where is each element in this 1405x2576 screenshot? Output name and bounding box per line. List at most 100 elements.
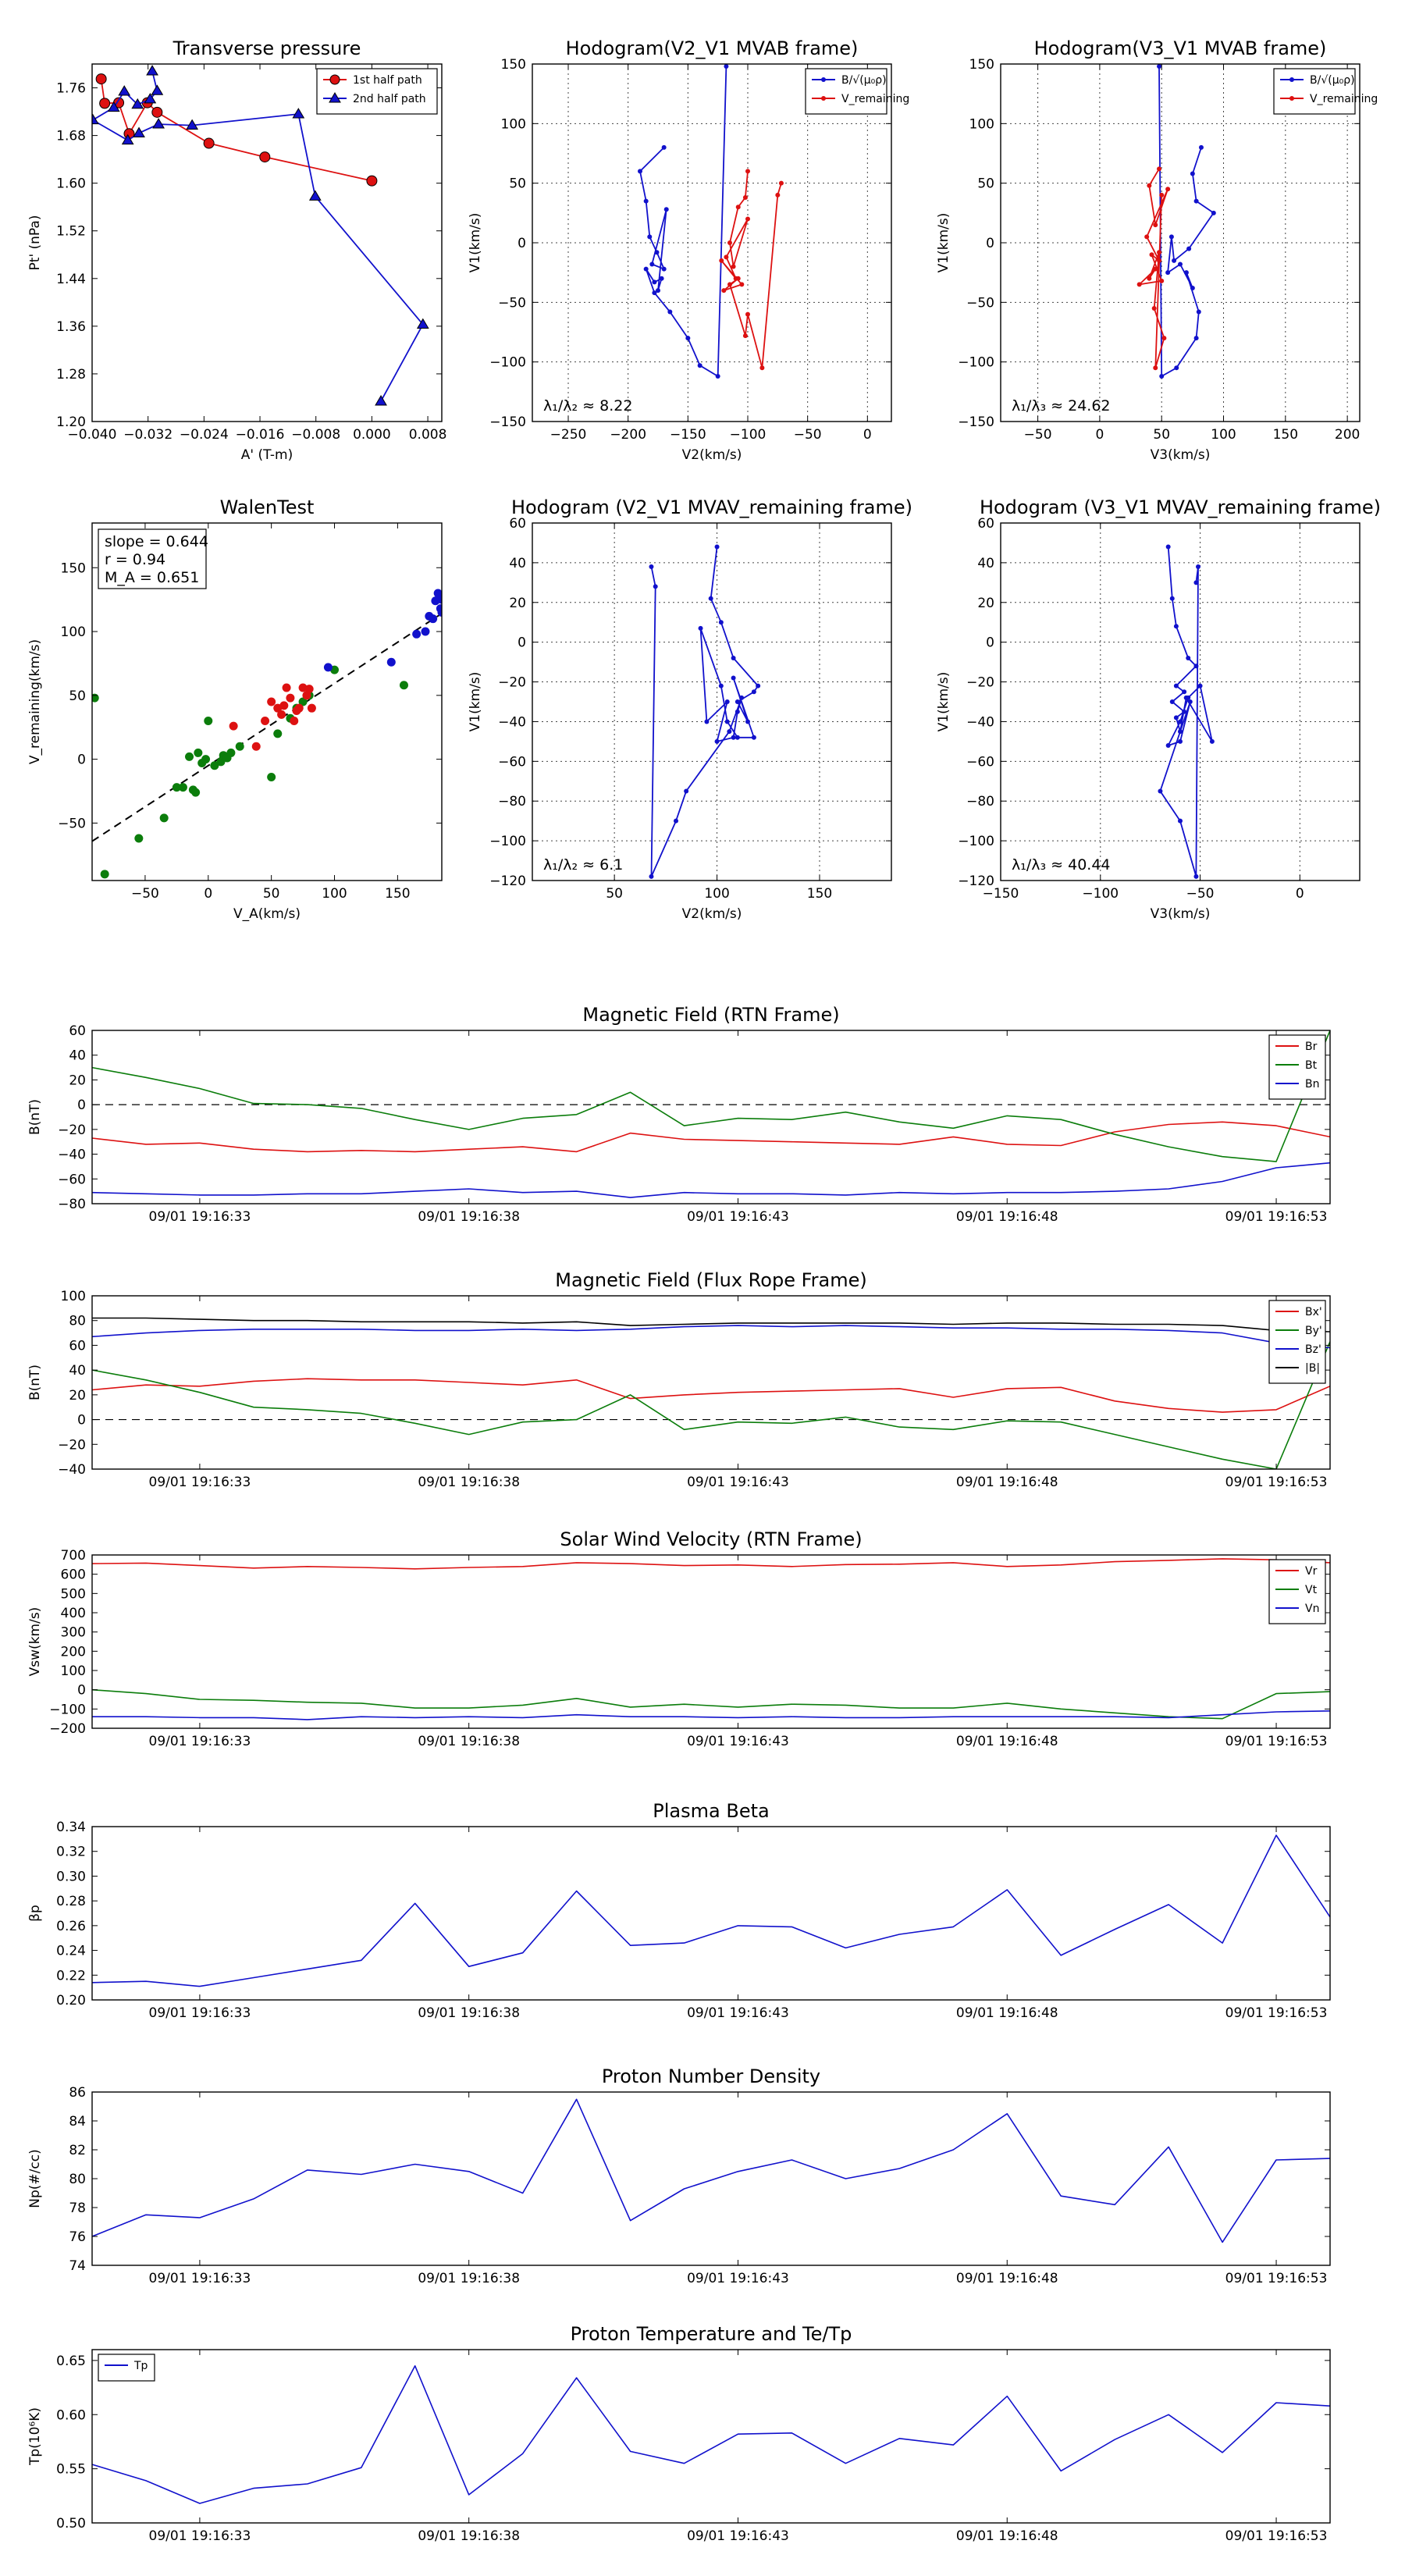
- legend-label: Br: [1305, 1041, 1318, 1053]
- data-point: [756, 683, 761, 688]
- y-tick-label: −40: [966, 714, 994, 730]
- data-point: [1186, 656, 1191, 661]
- y-tick-label: −20: [966, 675, 994, 691]
- data-point: [674, 818, 678, 824]
- legend: Vr Vt Vn: [1268, 1559, 1326, 1624]
- legend-frame: [805, 68, 887, 115]
- data-point: [751, 735, 756, 740]
- legend-label: 1st half path: [353, 74, 422, 87]
- y-tick-label: −100: [958, 355, 994, 371]
- series-line: [92, 1378, 1330, 1413]
- data-point: [663, 207, 669, 212]
- data-point: [745, 719, 750, 724]
- y-tick-label: −60: [58, 1172, 86, 1187]
- x-tick-label: 100: [704, 886, 729, 902]
- legend-label: V_remaining: [1310, 93, 1378, 105]
- data-point: [298, 697, 308, 706]
- y-tick-label: −150: [489, 415, 526, 430]
- legend-label: |B|: [1305, 1362, 1320, 1375]
- y-tick-label: 0.55: [56, 2462, 86, 2478]
- data-point: [654, 250, 660, 255]
- x-tick-label: 09/01 19:16:38: [418, 2271, 520, 2286]
- x-tick-label: 09/01 19:16:53: [1225, 2005, 1328, 2021]
- series-line: [650, 546, 759, 877]
- eigenvalue-ratio-annotation: λ₁/λ₂ ≈ 6.1: [543, 856, 623, 873]
- y-axis-label: Vsw(km/s): [27, 1607, 43, 1677]
- y-tick-label: 40: [69, 1048, 86, 1064]
- plot-area: [92, 2098, 1330, 2243]
- y-tick-label: 0: [518, 635, 526, 651]
- y-tick-label: −80: [966, 794, 994, 809]
- plot-area: [649, 544, 761, 879]
- data-point: [1136, 282, 1142, 287]
- axes-frame: [91, 1554, 1331, 1729]
- data-point: [1198, 144, 1204, 150]
- chart-title: Magnetic Field (RTN Frame): [582, 1004, 839, 1026]
- data-point: [437, 608, 442, 617]
- y-tick-label: 80: [69, 1314, 86, 1329]
- x-tick-label: −50: [1186, 886, 1215, 902]
- data-point: [134, 834, 144, 843]
- eigenvalue-ratio-annotation: λ₁/λ₃ ≈ 24.62: [1012, 397, 1111, 415]
- y-tick-label: −40: [58, 1462, 86, 1478]
- data-point: [731, 656, 736, 661]
- data-point: [1183, 270, 1189, 276]
- x-tick-label: 09/01 19:16:43: [687, 1734, 789, 1749]
- y-tick-label: −20: [58, 1437, 86, 1453]
- data-point: [286, 693, 295, 703]
- data-point: [1190, 171, 1195, 176]
- y-tick-label: 300: [61, 1625, 86, 1641]
- x-tick-label: 09/01 19:16:43: [687, 1475, 789, 1490]
- x-axis-label: V2(km/s): [682, 447, 742, 463]
- y-tick-label: −120: [489, 873, 526, 889]
- data-point: [1178, 729, 1183, 735]
- x-tick-label: 0: [1296, 886, 1304, 902]
- legend-label: Vn: [1305, 1603, 1319, 1615]
- x-tick-label: 09/01 19:16:48: [956, 1209, 1058, 1225]
- data-point: [133, 126, 145, 137]
- data-point: [649, 873, 654, 879]
- y-tick-label: 20: [977, 596, 994, 611]
- data-point: [1193, 664, 1199, 669]
- y-tick-label: 78: [69, 2201, 86, 2216]
- data-point: [100, 870, 109, 879]
- y-tick-label: 0: [77, 1098, 86, 1113]
- data-point: [92, 693, 99, 703]
- data-point: [429, 614, 438, 624]
- data-point: [1165, 544, 1171, 550]
- y-tick-label: 60: [69, 1338, 86, 1354]
- data-point: [194, 748, 203, 757]
- data-point: [307, 703, 316, 713]
- data-point: [308, 190, 322, 201]
- data-point: [99, 98, 111, 109]
- series-line: [92, 1834, 1330, 1987]
- y-tick-label: −120: [958, 873, 994, 889]
- axes-frame: [532, 522, 892, 881]
- data-point: [421, 627, 430, 636]
- data-point: [151, 84, 164, 95]
- panel-walen-test: WalenTest −50 0 50 100 150 −50 0 50 100 150 V_A(km/…: [27, 496, 443, 922]
- x-tick-label: 09/01 19:16:48: [956, 2005, 1058, 2021]
- data-point: [261, 717, 270, 726]
- chart-title: Hodogram(V3_V1 MVAB frame): [1034, 37, 1327, 59]
- data-point: [204, 717, 213, 726]
- y-tick-label: 700: [61, 1548, 86, 1564]
- data-point: [745, 169, 750, 174]
- stats-box-frame: [98, 528, 207, 589]
- data-point: [1196, 564, 1200, 569]
- data-point: [412, 629, 422, 639]
- y-axis-label: βp: [27, 1905, 43, 1922]
- y-tick-label: 0.50: [56, 2516, 86, 2532]
- data-point: [735, 205, 741, 210]
- data-point: [775, 192, 781, 197]
- y-tick-label: 0: [518, 236, 526, 251]
- data-point: [742, 194, 748, 200]
- x-tick-label: 50: [263, 886, 280, 902]
- data-point: [667, 309, 673, 315]
- data-point: [1165, 270, 1171, 276]
- data-point: [751, 689, 756, 695]
- y-tick-label: 0.24: [56, 1944, 86, 1959]
- data-point: [290, 717, 299, 726]
- data-point: [739, 695, 745, 700]
